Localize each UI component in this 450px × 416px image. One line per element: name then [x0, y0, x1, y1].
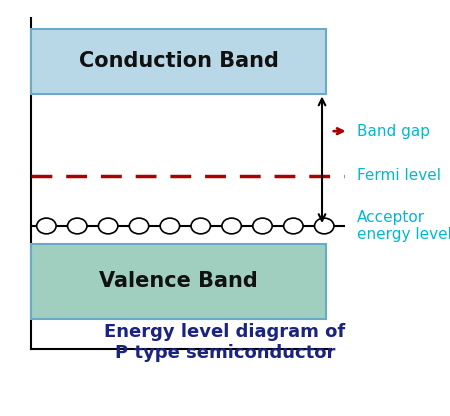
Circle shape — [68, 218, 87, 234]
Circle shape — [315, 218, 334, 234]
Text: Acceptor
energy level: Acceptor energy level — [357, 210, 450, 242]
Text: Valence Band: Valence Band — [99, 271, 258, 292]
Text: Fermi level: Fermi level — [357, 168, 441, 183]
Circle shape — [222, 218, 241, 234]
Bar — [31, 29, 326, 94]
Circle shape — [191, 218, 211, 234]
Text: Conduction Band: Conduction Band — [79, 52, 279, 72]
Circle shape — [99, 218, 118, 234]
Bar — [31, 244, 326, 319]
Text: Energy level diagram of
P type semiconductor: Energy level diagram of P type semicondu… — [104, 323, 346, 362]
Circle shape — [37, 218, 56, 234]
Text: Band gap: Band gap — [357, 124, 430, 139]
Circle shape — [160, 218, 180, 234]
Circle shape — [284, 218, 303, 234]
Circle shape — [253, 218, 272, 234]
Circle shape — [129, 218, 148, 234]
